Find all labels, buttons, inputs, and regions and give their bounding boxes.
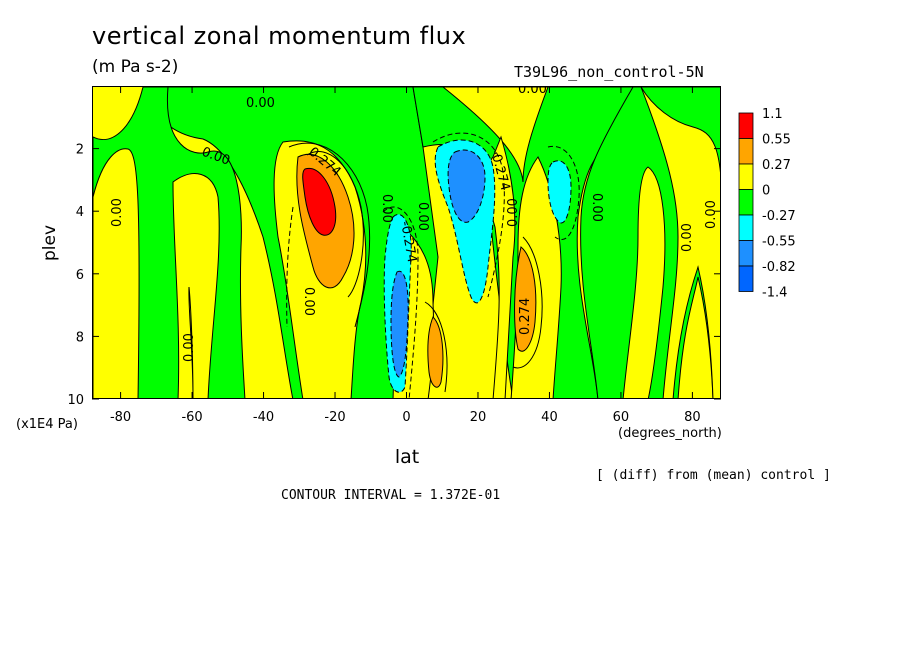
x-tick-label: 0 [402, 410, 410, 425]
negative-region [547, 160, 572, 224]
contour-field: 0.00 0.00 0.00 0.00 0.00 0.00 0.00 0.00 … [93, 87, 720, 398]
colorbar-swatch [738, 240, 754, 267]
x-tick-label: -80 [110, 410, 131, 425]
x-tick-label: -20 [324, 410, 345, 425]
run-label: T39L96_non_control-5N [514, 63, 704, 81]
contour-label: 0.00 [379, 194, 394, 223]
y-axis-unit: (x1E4 Pa) [16, 417, 78, 432]
y-tick-label: 2 [76, 143, 84, 158]
colorbar-label: 0.55 [762, 133, 791, 148]
contour-label: 0.00 [301, 287, 316, 316]
positive-maximum [302, 167, 337, 236]
positive-region [640, 87, 720, 398]
colorbar-label: 0 [762, 184, 770, 199]
contour-label: 0.00 [415, 202, 430, 231]
contour-label: 0.00 [246, 96, 275, 111]
colorbar-swatch [738, 138, 754, 165]
x-tick-label: 20 [470, 410, 487, 425]
x-tick-label: 60 [613, 410, 630, 425]
positive-region [188, 286, 194, 398]
x-tick-label: 80 [684, 410, 701, 425]
positive-region [427, 316, 444, 388]
x-tick-label: -60 [181, 410, 202, 425]
x-tick-label: 40 [541, 410, 558, 425]
y-tick-label: 8 [76, 330, 84, 345]
x-axis-label: lat [395, 446, 419, 468]
positive-region [172, 173, 220, 398]
contour-label: -0.274 [397, 220, 419, 264]
contour-interval: CONTOUR INTERVAL = 1.372E-01 [281, 488, 501, 503]
chart-title: vertical zonal momentum flux [92, 22, 467, 50]
y-axis-label: plev [40, 225, 60, 261]
negative-region [442, 87, 549, 183]
colorbar-swatch [738, 214, 754, 241]
colorbar-label: -1.4 [762, 286, 787, 301]
y-tick-label: 10 [67, 393, 84, 408]
colorbar-swatch [738, 163, 754, 190]
colorbar-swatch [738, 265, 754, 292]
contour-label: 0.00 [506, 198, 521, 227]
positive-region [93, 148, 140, 398]
colorbar-label: -0.55 [762, 235, 796, 250]
positive-region [622, 166, 666, 398]
contour-label: 0.00 [704, 200, 719, 229]
negative-minimum [447, 149, 486, 223]
colorbar-label: 1.1 [762, 107, 783, 122]
contour-label: 0.274 [518, 298, 533, 335]
contour-label: 0.00 [110, 198, 125, 227]
x-tick-label: -40 [253, 410, 274, 425]
x-axis-unit: (degrees_north) [618, 426, 722, 441]
colorbar-label: -0.27 [762, 209, 796, 224]
colorbar-swatch [738, 189, 754, 216]
colorbar-swatch [738, 112, 754, 139]
negative-minimum [390, 270, 409, 378]
y-tick-label: 6 [76, 268, 84, 283]
positive-region [514, 246, 537, 352]
y-tick-label: 4 [76, 205, 84, 220]
plot-area: 0.00 0.00 0.00 0.00 0.00 0.00 0.00 0.00 … [92, 86, 721, 399]
colorbar-label: -0.82 [762, 260, 796, 275]
contour-label: 0.00 [589, 193, 604, 222]
contour-label: 0.00 [680, 223, 695, 252]
chart-subtitle: (m Pa s-2) [92, 57, 179, 77]
contour-label: 0.00 [518, 87, 547, 97]
contour-label: 0.00 [182, 333, 197, 362]
colorbar-label: 0.27 [762, 158, 791, 173]
diff-note: [ (diff) from (mean) control ] [596, 468, 831, 483]
